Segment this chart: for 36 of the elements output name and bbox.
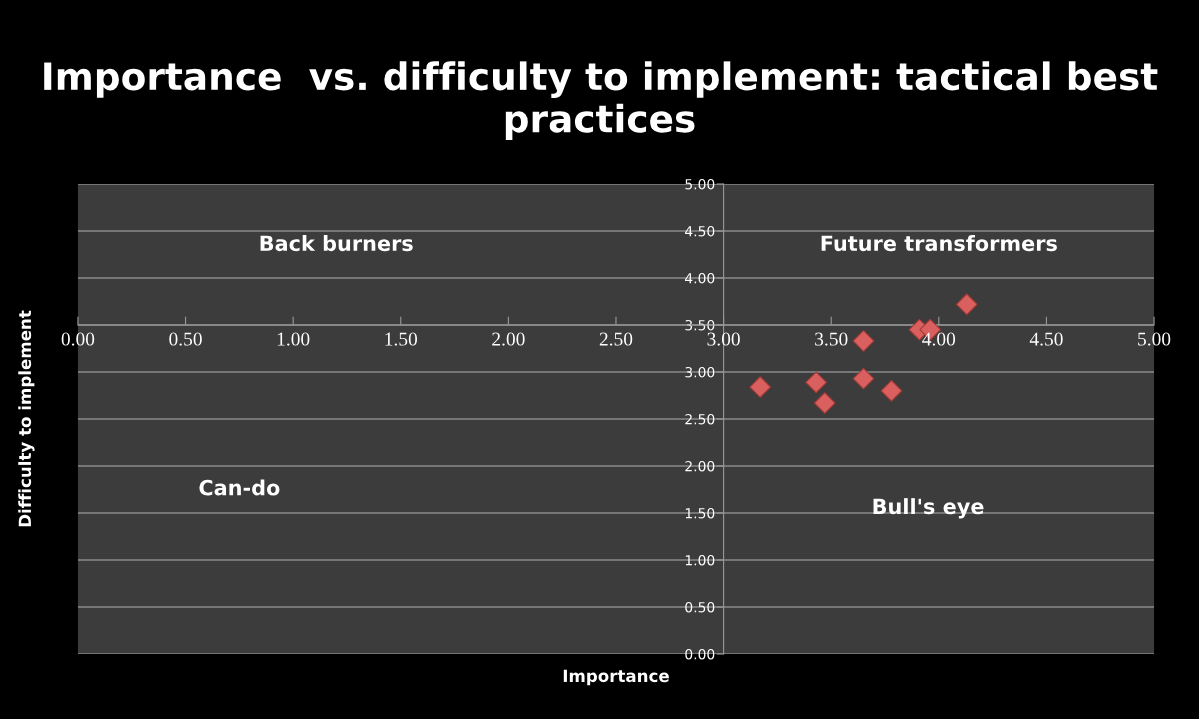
annotation: Bull's eye [873, 498, 984, 519]
point [749, 376, 772, 398]
x-tick-label: 4.00 [922, 332, 956, 346]
annotation: Can-do [199, 479, 280, 496]
point [955, 293, 978, 316]
annotation: Future transformers [821, 235, 1057, 252]
y-tick-label: 1.50 [685, 507, 715, 519]
x-tick-label: 2.00 [492, 332, 525, 346]
y-tick-label: 4.00 [685, 272, 715, 284]
x-axis-title: Importance [563, 669, 669, 686]
x-tick-label: 3.50 [815, 332, 848, 346]
y-tick-label: 0.00 [685, 648, 715, 660]
point [805, 371, 827, 394]
y-tick-label: 0.50 [685, 601, 715, 613]
y-tick-label: 3.00 [685, 366, 715, 378]
chart-title: Importance vs. difficulty to implement: tactical best practices [44, 61, 1158, 140]
y-tick-label: 2.50 [685, 413, 715, 425]
point [880, 379, 903, 402]
y-axis-title: Difficulty to implement [18, 310, 35, 527]
x-tick-label: 1.00 [277, 332, 310, 346]
x-tick-label: 1.50 [385, 332, 418, 346]
annotation: Back burners [260, 235, 413, 252]
y-tick-label: 3.50 [685, 319, 715, 331]
y-tick-label: 4.50 [685, 225, 715, 237]
point [813, 392, 836, 414]
x-tick-label: 0.00 [61, 332, 95, 346]
point [852, 367, 875, 390]
x-tick-label: 2.50 [599, 332, 633, 346]
y-tick-label: 5.00 [685, 178, 715, 190]
x-tick-label: 4.50 [1029, 332, 1063, 346]
y-tick-label: 1.00 [685, 554, 715, 566]
x-tick-label: 3.00 [707, 332, 740, 346]
y-tick-label: 2.00 [685, 460, 715, 472]
x-tick-label: 0.50 [169, 332, 202, 346]
x-tick-label: 5.00 [1138, 332, 1171, 346]
point [852, 330, 875, 352]
